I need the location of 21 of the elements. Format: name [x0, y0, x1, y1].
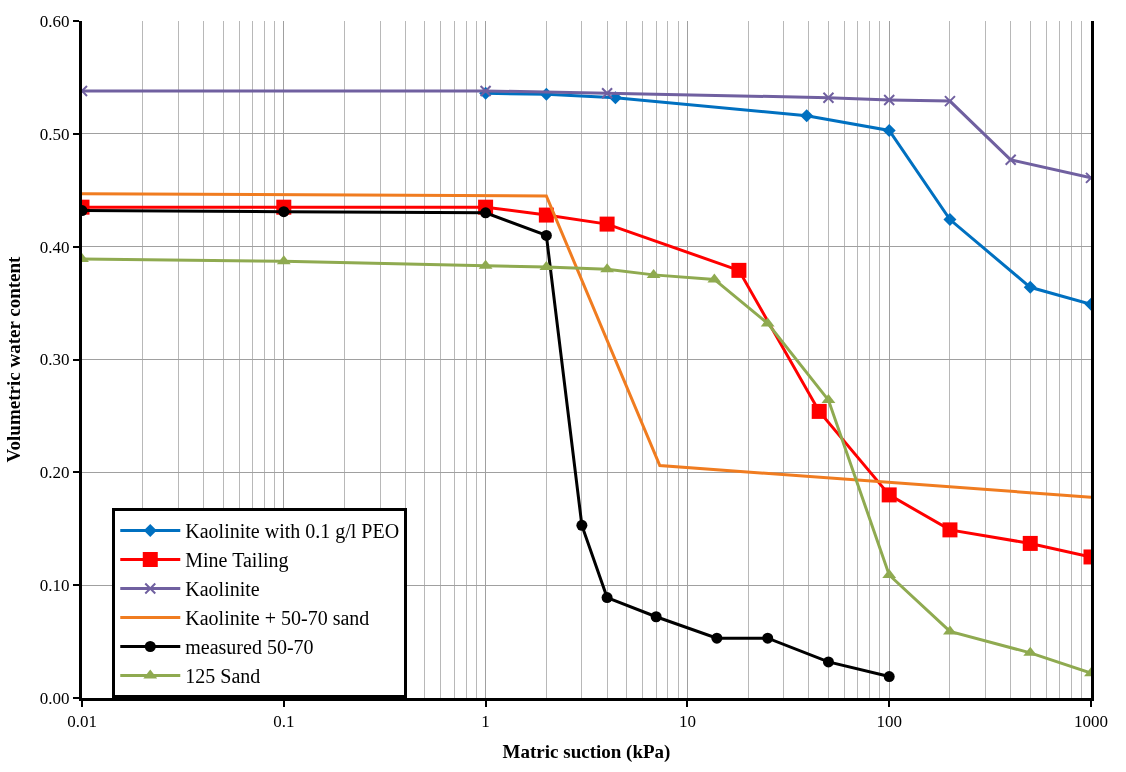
legend-label: measured 50-70 [185, 636, 314, 659]
y-tick-label: 0.60 [39, 11, 70, 31]
legend-label: 125 Sand [185, 665, 261, 688]
y-tick-label: 0.40 [39, 237, 70, 257]
legend-label: Kaolinite [185, 578, 260, 601]
y-tick-label: 0.00 [39, 688, 70, 708]
x-tick-label: 10 [678, 712, 696, 732]
legend-label: Mine Tailing [185, 549, 289, 573]
x-tick-label: 1000 [1074, 712, 1108, 732]
x-axis-title: Matric suction (kPa) [502, 741, 671, 764]
legend-label: Kaolinite with 0.1 g/l PEO [185, 520, 400, 544]
y-tick-label: 0.50 [39, 124, 70, 144]
y-axis-title: Volumetric water content [2, 255, 24, 463]
y-tick-label: 0.30 [39, 350, 70, 370]
legend-label: Kaolinite + 50-70 sand [185, 607, 370, 630]
y-tick-label: 0.10 [39, 576, 70, 596]
x-tick-label: 100 [876, 712, 902, 732]
x-tick-label: 0.01 [67, 712, 97, 732]
x-tick-label: 0.1 [273, 712, 295, 732]
y-tick-label: 0.20 [39, 463, 70, 483]
x-tick-label: 1 [481, 712, 490, 732]
